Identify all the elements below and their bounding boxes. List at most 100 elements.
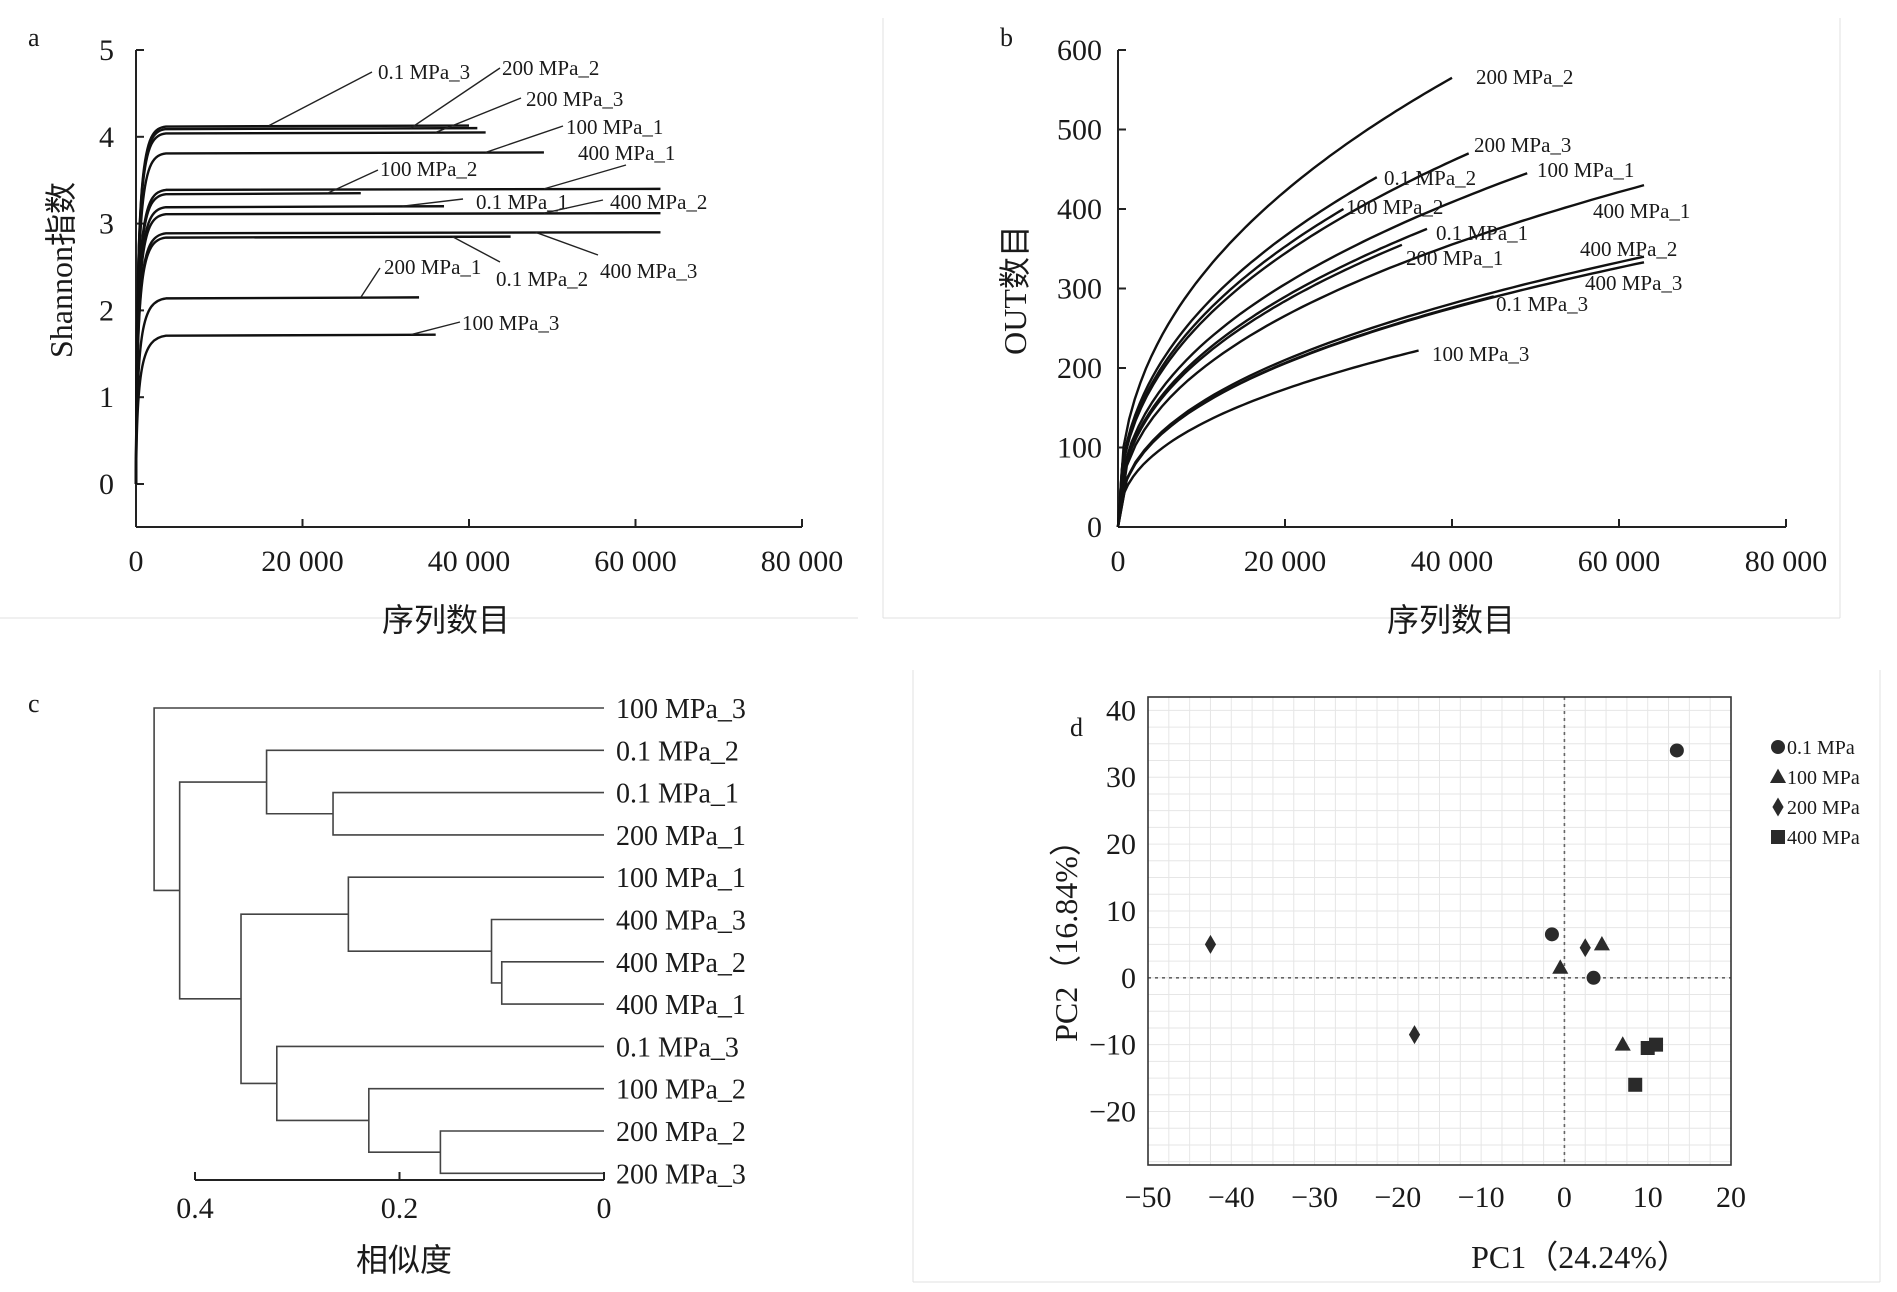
panel-c-leaf-100-mpa-1: 100 MPa_1 [616,863,746,894]
panel-a-leader-400-mpa-2 [543,199,604,214]
panel-d-x-tick-label: −50 [1125,1181,1172,1214]
panel-d-point-400-mpa [1628,1077,1643,1092]
panel-d-legend: 0.1 MPa 100 MPa 200 MPa 400 MPa [1769,737,1860,849]
panel-d-grid [1147,697,1732,1165]
panel-c-leaf-400-mpa-1: 400 MPa_1 [616,990,746,1021]
panel-b-curve-400-mpa-2 [1116,255,1645,528]
panel-b-x-tick-label: 80 000 [1745,545,1828,578]
panel-d-point-100-mpa [1614,1036,1631,1051]
panel-a-curve-0-1-mpa-1 [134,205,445,485]
panel-c-branch [332,791,604,836]
panel-c-leaf-200-mpa-3: 200 MPa_3 [616,1159,746,1190]
panel-b-curve-labels: 200 MPa_2 200 MPa_3 0.1 MPa_2 100 MPa_1 400 … [1346,65,1690,366]
panel-a-y-axis-label: Shannon指数 [43,182,79,358]
panel-a-x-tick-label: 40 000 [428,545,511,578]
panel-d-legend-marker-200-mpa [1772,797,1784,817]
panel-c-branch [178,781,267,1000]
panel-d-plot-frame [1147,696,1732,1166]
panel-c-leaf-100-mpa-2: 100 MPa_2 [616,1075,746,1106]
panel-b-curve-0-1-mpa-3 [1116,295,1495,528]
panel-b-curve-200-mpa-2 [1116,76,1453,528]
panel-b-otu-curves: b 0 100 200 300 400 500 600 0 20 000 40 000 60 000… [997,23,1827,638]
panel-c-leaf-100-mpa-3: 100 MPa_3 [616,694,746,725]
panel-b-curve-label-0-1-mpa-3: 0.1 MPa_3 [1496,292,1588,316]
panel-b-curve-100-mpa-1 [1116,172,1528,528]
panel-a-leader-0-1-mpa-2 [452,236,501,263]
panel-b-curve-0-1-mpa-2 [1116,176,1378,528]
panel-b-y-tick-label: 0 [1087,511,1102,544]
panel-c-axis: 0.4 0.2 0 [176,1172,612,1225]
panel-d-y-tick-label: 20 [1106,828,1136,861]
panel-d-point-200-mpa [1204,934,1217,954]
panel-d-point-0-1-mpa [1544,927,1559,942]
panel-d-point-0-1-mpa [1669,743,1684,758]
panel-b-y-tick-label: 600 [1057,34,1102,67]
panel-c-leaf-200-mpa-2: 200 MPa_2 [616,1117,746,1148]
panel-b-x-tick-label: 0 [1111,545,1126,578]
panel-a-curve-400-mpa-2 [134,211,661,485]
panel-b-curve-400-mpa-1 [1116,183,1645,528]
panel-a-leader-200-mpa-1 [360,267,381,298]
panel-b-y-tick-label: 200 [1057,352,1102,385]
panel-d-x-axis-label: PC1（24.24%） [1471,1239,1689,1275]
panel-a-curve-label-0-1-mpa-1: 0.1 MPa_1 [476,190,568,214]
panel-b-curve-label-400-mpa-2: 400 MPa_2 [1580,237,1677,261]
panel-d-point-0-1-mpa [1586,970,1601,985]
panel-a-curve-label-0-1-mpa-2: 0.1 MPa_2 [496,267,588,291]
panel-a-leader-0-1-mpa-3 [268,71,373,127]
panel-b-curve-label-0-1-mpa-2: 0.1 MPa_2 [1384,166,1476,190]
panel-c-branch [347,876,604,953]
panel-a-y-tick-label: 4 [99,121,114,154]
panel-d-point-400-mpa [1640,1041,1655,1055]
panel-d-y-tick-label: −10 [1089,1029,1136,1062]
panel-a-x-axis-label: 序列数目 [382,602,510,638]
panel-b-curve-0-1-mpa-1 [1116,227,1428,528]
panel-a-y-tick-label: 0 [99,468,114,501]
panel-d-label: d [1070,713,1083,742]
panel-b-label: b [1000,23,1013,52]
panel-b-y-axis-label: OUT数目 [997,225,1033,355]
panel-d-x-tick-label: −30 [1291,1181,1338,1214]
panel-a-y-tick-label: 1 [99,381,114,414]
panel-c-axis-tick-label: 0 [597,1192,612,1225]
panel-a-leader-200-mpa-3 [435,97,522,134]
panel-d-x-tick-label: 10 [1633,1181,1663,1214]
panel-c-leaf-labels: 100 MPa_3 0.1 MPa_2 0.1 MPa_1 200 MPa_1 100 … [616,694,746,1190]
panel-a-curve-200-mpa-2 [134,126,478,485]
panel-c-branch [240,913,349,1085]
panel-d-x-tick-label: −40 [1208,1181,1255,1214]
panel-b-curves [1116,76,1645,528]
panel-d-legend-label-400-mpa: 400 MPa [1787,827,1860,849]
panel-d-legend-label-200-mpa: 200 MPa [1787,797,1860,819]
panel-d-legend-marker-0-1-mpa [1771,740,1785,754]
panel-c-label: c [28,689,40,718]
panel-c-axis-tick-label: 0.4 [176,1192,214,1225]
panel-a-axes: 0 1 2 3 4 5 0 20 000 40 000 60 000 80 000 [99,34,843,578]
panel-a-curve-label-400-mpa-1: 400 MPa_1 [578,141,675,165]
panel-b-curve-label-100-mpa-1: 100 MPa_1 [1537,158,1634,182]
panel-b-curve-200-mpa-3 [1116,152,1470,528]
panel-b-curve-label-200-mpa-1: 200 MPa_1 [1406,246,1503,270]
panel-a-y-tick-label: 5 [99,34,114,67]
panel-d-legend-label-100-mpa: 100 MPa [1787,767,1860,789]
panel-b-curve-200-mpa-1 [1116,243,1403,528]
panel-d-point-200-mpa [1408,1025,1421,1045]
panel-b-curve-100-mpa-3 [1116,349,1419,528]
panel-a-curve-label-100-mpa-1: 100 MPa_1 [566,115,663,139]
panel-b-curve-label-100-mpa-2: 100 MPa_2 [1346,195,1443,219]
panel-d-legend-marker-100-mpa [1769,768,1787,783]
panel-a-label: a [28,23,40,52]
panel-d-x-tick-label: −20 [1374,1181,1421,1214]
panel-a-y-tick-label: 2 [99,294,114,327]
panel-a-leader-400-mpa-1 [543,164,627,190]
panel-d-point-200-mpa [1579,938,1591,958]
panel-a-x-tick-label: 0 [129,545,144,578]
panel-a-leader-200-mpa-2 [410,67,501,129]
panel-d-y-tick-label: −20 [1089,1096,1136,1129]
panel-c-leaf-0-1-mpa-1: 0.1 MPa_1 [616,779,739,810]
panel-c-branch [153,707,604,892]
panel-b-curve-label-200-mpa-2: 200 MPa_2 [1476,65,1573,89]
